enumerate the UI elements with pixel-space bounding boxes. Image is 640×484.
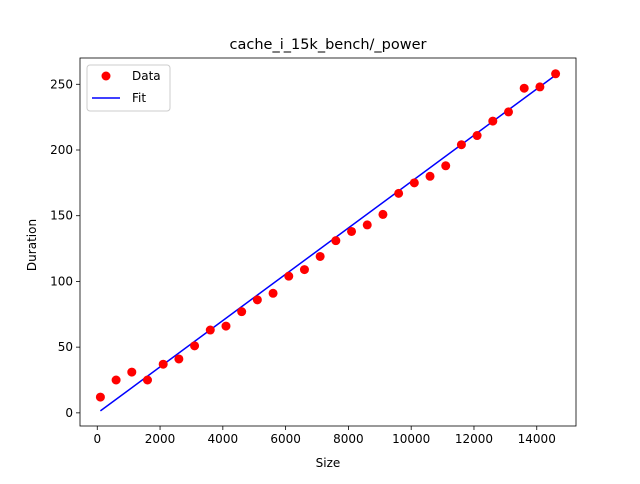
data-point [472,131,482,141]
y-tick-label: 150 [50,209,73,223]
data-point [488,116,498,126]
data-point [127,367,137,377]
legend-data-marker [101,71,111,81]
y-tick-label: 200 [50,143,73,157]
x-tick-label: 14000 [518,432,556,446]
x-tick-label: 2000 [145,432,176,446]
x-tick-label: 10000 [392,432,430,446]
data-point [456,140,466,150]
data-point [441,161,451,171]
data-point [268,288,278,298]
data-point [158,359,168,369]
data-point [504,107,514,117]
y-tick-label: 100 [50,274,73,288]
fit-line [99,74,557,412]
data-point [409,178,419,188]
legend-label-data: Data [132,69,161,83]
data-point [551,69,561,79]
data-point [111,375,121,385]
x-axis-label: Size [316,456,341,470]
data-point [237,307,247,317]
data-point [205,325,215,335]
data-point [95,392,105,402]
legend: Data Fit [86,64,171,112]
data-point [142,375,152,385]
data-point [252,295,262,305]
chart-title: cache_i_15k_bench/_power [230,37,427,53]
axes-frame [79,57,577,427]
x-tick-label: 4000 [208,432,239,446]
data-point [299,265,309,275]
data-point [394,188,404,198]
y-axis-label: Duration [25,219,39,271]
data-point [535,82,545,92]
data-point [425,171,435,181]
data-point [221,321,231,331]
y-tick-label: 250 [50,77,73,91]
data-point [190,341,200,351]
x-tick-label: 12000 [455,432,493,446]
data-point [331,236,341,246]
legend-label-fit: Fit [132,91,146,105]
data-point [315,251,325,261]
x-tick-label: 6000 [270,432,301,446]
data-point [519,83,529,93]
data-point [174,354,184,364]
plot-area: 0 2000 4000 6000 8000 10000 12000 14000 0 50 100 15… [50,57,577,446]
data-point [362,220,372,230]
data-point [378,209,388,219]
y-tick-label: 0 [65,406,73,420]
data-point [284,271,294,281]
x-tick-label: 8000 [333,432,364,446]
y-tick-label: 50 [58,340,73,354]
x-tick-label: 0 [93,432,101,446]
data-point [347,226,357,236]
